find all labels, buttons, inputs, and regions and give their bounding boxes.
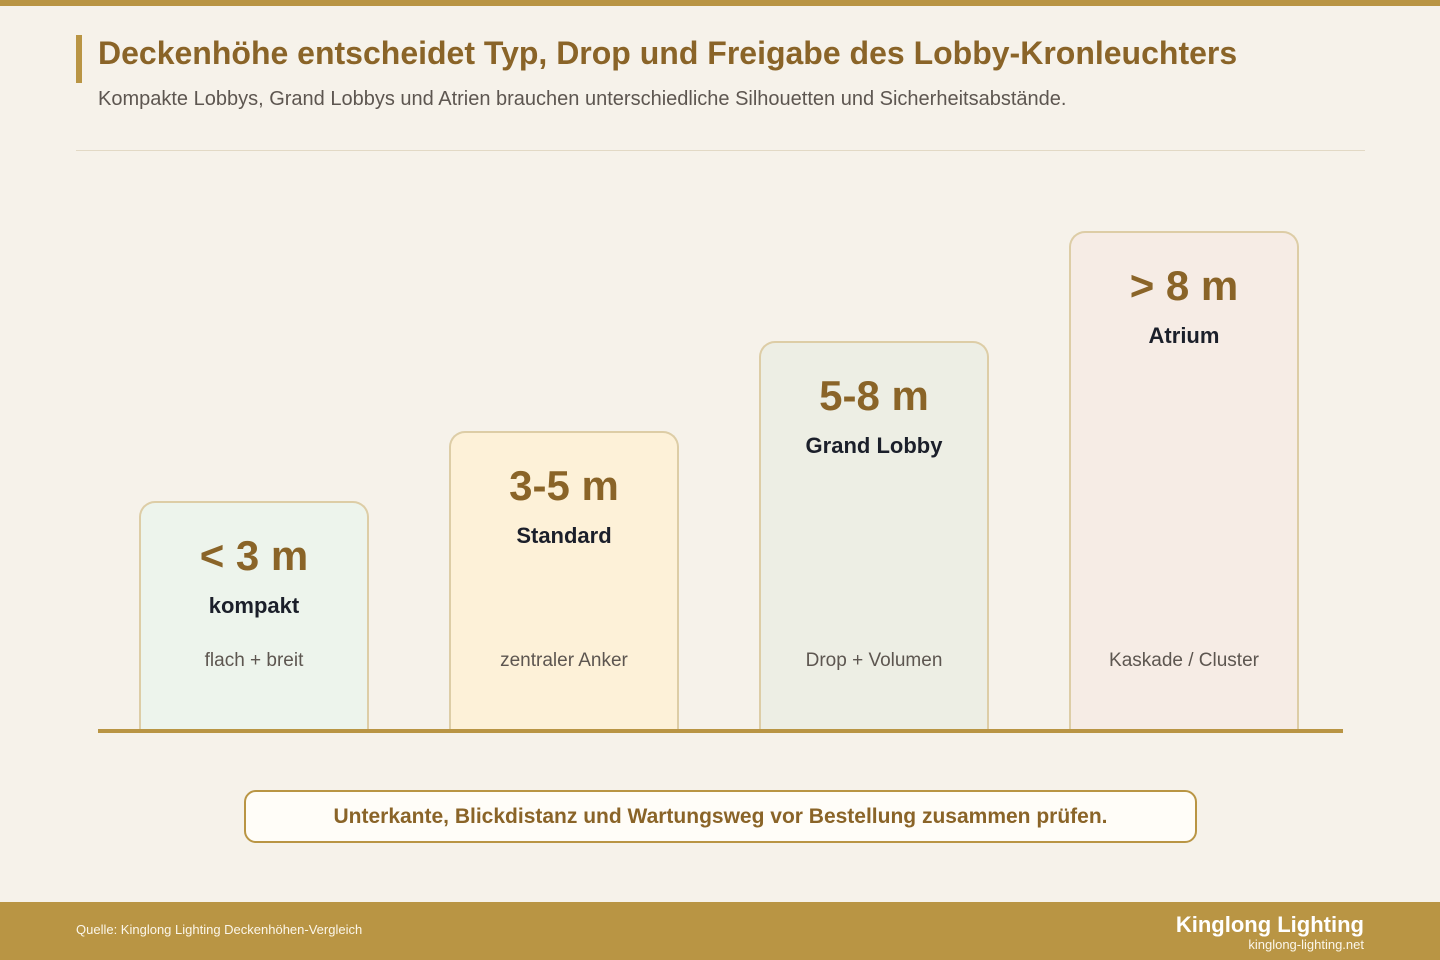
step-type-label: Grand Lobby (805, 433, 943, 458)
step-description: zentraler Anker (500, 650, 628, 671)
step-height-label: < 3 m (199, 532, 309, 579)
page-subtitle: Kompakte Lobbys, Grand Lobbys und Atrien… (98, 88, 1067, 110)
step-card-grand-lobby: 5-8 m Grand Lobby Drop + Volumen (759, 341, 989, 731)
step-description: flach + breit (204, 650, 304, 671)
source-note: Quelle: Kinglong Lighting Deckenhöhen-Ve… (76, 922, 363, 937)
step-height-label: 5-8 m (819, 372, 929, 419)
step-description: Kaskade / Cluster (1109, 650, 1259, 671)
top-accent-bar (0, 0, 1440, 6)
header-divider (76, 150, 1365, 151)
footer-bar: Quelle: Kinglong Lighting Deckenhöhen-Ve… (0, 902, 1440, 960)
step-height-label: > 8 m (1129, 262, 1239, 309)
brand-url: kinglong-lighting.net (1248, 937, 1364, 952)
step-description: Drop + Volumen (805, 650, 943, 671)
page-title: Deckenhöhe entscheidet Typ, Drop und Fre… (98, 35, 1238, 71)
step-card-compact: < 3 m kompakt flach + breit (139, 501, 369, 731)
callout-box: Unterkante, Blickdistanz und Wartungsweg… (244, 790, 1197, 843)
step-height-label: 3-5 m (509, 462, 619, 509)
floor-line (98, 729, 1343, 733)
step-card-standard: 3-5 m Standard zentraler Anker (449, 431, 679, 731)
step-card-atrium: > 8 m Atrium Kaskade / Cluster (1069, 231, 1299, 731)
title-accent-bar (76, 35, 82, 83)
brand-name: Kinglong Lighting (1175, 912, 1364, 937)
step-type-label: Atrium (1148, 323, 1220, 348)
step-type-label: Standard (516, 523, 612, 548)
step-type-label: kompakt (208, 593, 300, 618)
